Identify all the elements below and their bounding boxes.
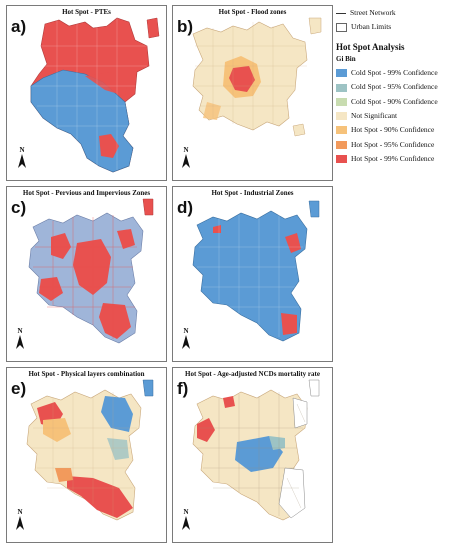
map-panel-a: Hot Spot - PTEs a) N <box>6 5 167 181</box>
north-label: N <box>183 508 189 516</box>
legend-swatch-icon <box>336 126 347 135</box>
legend-swatch-icon <box>336 155 347 164</box>
legend-item-label: Hot Spot - 99% Confidence <box>351 153 435 163</box>
legend-item: Cold Spot - 99% Confidence <box>336 68 438 78</box>
north-label: N <box>17 508 23 516</box>
north-label: N <box>19 146 25 154</box>
map-d <box>192 200 320 342</box>
panel-letter: d) <box>177 198 194 217</box>
panel-title: Hot Spot - PTEs <box>62 8 111 16</box>
legend-swatch-icon <box>336 97 347 106</box>
map-panel-e: Hot Spot - Physical layers combination e… <box>6 367 167 543</box>
legend-item-label: Cold Spot - 90% Confidence <box>351 96 438 106</box>
urban-limits-box-icon <box>336 22 347 32</box>
legend-item: Hot Spot - 99% Confidence <box>336 153 435 164</box>
legend-urban-limits: Urban Limits <box>336 22 391 32</box>
map-panel-c: Hot Spot - Pervious and Impervious Zones… <box>6 186 167 362</box>
north-arrow-icon: N <box>17 146 27 173</box>
panel-letter: f) <box>177 379 189 398</box>
panel-letter: e) <box>11 379 27 398</box>
legend-swatch-icon <box>336 69 347 78</box>
map-panel-f: Hot Spot - Age-adjusted NCDs mortality r… <box>172 367 333 543</box>
north-label: N <box>17 327 23 335</box>
north-label: N <box>183 327 189 335</box>
legend-item: Not Significant <box>336 110 398 121</box>
map-a <box>30 17 160 173</box>
panel-title: Hot Spot - Industrial Zones <box>211 189 294 197</box>
map-e <box>26 379 154 521</box>
north-arrow-icon: N <box>15 508 25 535</box>
panel-letter: c) <box>11 198 27 217</box>
legend-item: Cold Spot - 90% Confidence <box>336 97 438 106</box>
panel-title: Hot Spot - Physical layers combination <box>28 370 145 378</box>
legend-heading: Hot Spot Analysis <box>336 42 405 52</box>
north-arrow-icon: N <box>181 146 191 173</box>
legend-street-network: Street Network <box>336 8 396 17</box>
legend-item: Cold Spot - 95% Confidence <box>336 82 438 92</box>
map-c <box>28 198 154 344</box>
north-arrow-icon: N <box>181 508 191 535</box>
legend-item: Hot Spot - 90% Confidence <box>336 125 435 135</box>
panel-letter: b) <box>177 17 194 36</box>
legend-item-label: Cold Spot - 99% Confidence <box>351 68 438 77</box>
legend-swatch-icon <box>336 83 347 92</box>
street-line-icon <box>336 12 346 14</box>
legend-item: Hot Spot - 95% Confidence <box>336 140 434 149</box>
legend-subheading: Gi Bin <box>336 55 356 63</box>
panel-title: Hot Spot - Age-adjusted NCDs mortality r… <box>185 370 320 378</box>
panel-letter: a) <box>11 17 27 36</box>
map-f <box>192 379 320 521</box>
legend-swatch-icon <box>336 140 347 149</box>
map-panel-b: Hot Spot - Flood zones b) N <box>172 5 333 181</box>
map-panel-d: Hot Spot - Industrial Zones d) N <box>172 186 333 362</box>
legend-swatch-icon <box>336 112 347 121</box>
panel-title: Hot Spot - Flood zones <box>218 8 287 16</box>
legend-item-label: Hot Spot - 90% Confidence <box>351 125 435 135</box>
map-b <box>192 17 322 137</box>
legend-item-label: Not Significant <box>351 110 398 120</box>
north-arrow-icon: N <box>15 327 25 354</box>
north-arrow-icon: N <box>181 327 191 354</box>
legend-item-label: Cold Spot - 95% Confidence <box>351 82 438 92</box>
panel-title: Hot Spot - Pervious and Impervious Zones <box>22 189 151 197</box>
north-label: N <box>183 146 189 154</box>
legend-item-label: Hot Spot - 95% Confidence <box>351 139 435 149</box>
